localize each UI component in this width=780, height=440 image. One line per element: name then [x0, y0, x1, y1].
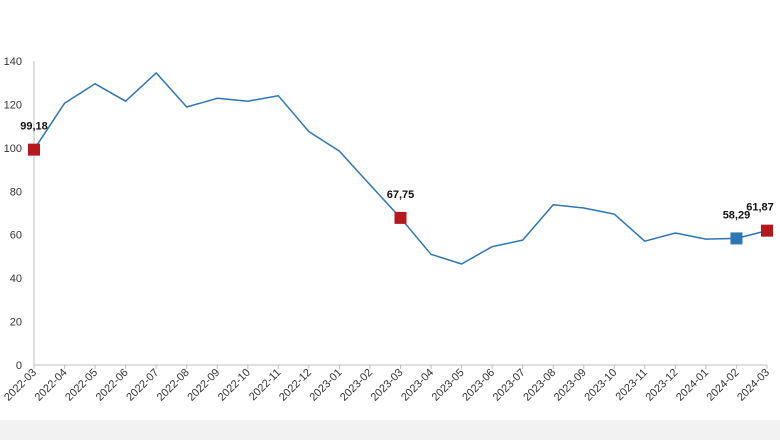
y-tick-label: 20 [10, 317, 22, 329]
x-tick-label: 2024-03 [735, 367, 772, 404]
x-tick-label: 2022-06 [94, 367, 131, 404]
y-tick-label: 120 [4, 99, 22, 111]
x-tick-label: 2023-03 [369, 367, 406, 404]
series-line [33, 72, 768, 265]
x-tick-label: 2023-12 [643, 367, 680, 404]
data-label: 58,29 [723, 209, 751, 221]
data-point-marker [394, 211, 407, 224]
y-tick-label: 40 [10, 273, 22, 285]
x-tick-label: 2023-09 [552, 367, 589, 404]
x-tick-label: 2023-05 [430, 367, 467, 404]
x-tick-label: 2023-06 [460, 367, 497, 404]
x-tick-label: 2023-11 [613, 367, 649, 403]
data-point-marker [730, 232, 743, 245]
data-label: 67,75 [387, 189, 415, 201]
data-point-marker [28, 143, 40, 156]
y-tick-label: 60 [10, 230, 22, 242]
x-axis: 2022-032022-042022-052022-062022-072022-… [2, 364, 772, 404]
x-tick-label: 2022-11 [247, 367, 283, 403]
x-tick-label: 2023-01 [308, 367, 345, 404]
x-tick-label: 2022-10 [216, 367, 253, 404]
footer-band [0, 420, 780, 440]
y-tick-label: 0 [16, 360, 22, 372]
x-tick-label: 2023-02 [338, 367, 375, 404]
x-tick-label: 2023-10 [582, 367, 619, 404]
x-tick-label: 2023-04 [399, 367, 436, 404]
x-tick-label: 2022-03 [2, 367, 39, 404]
y-tick-label: 100 [4, 143, 22, 155]
x-tick-label: 2022-12 [277, 367, 314, 404]
x-tick-label: 2023-08 [521, 367, 558, 404]
y-tick-label: 140 [4, 56, 22, 68]
x-tick-label: 2022-07 [124, 367, 161, 404]
x-tick-label: 2022-05 [63, 367, 100, 404]
y-axis: 0 20 40 60 80 100 120 140 [4, 56, 35, 372]
series-layer [33, 72, 768, 265]
y-tick-label: 80 [10, 186, 22, 198]
x-tick-label: 2024-02 [705, 367, 742, 404]
x-tick-label: 2023-07 [491, 367, 528, 404]
x-tick-label: 2022-09 [185, 367, 222, 404]
x-tick-label: 2024-01 [674, 367, 711, 404]
x-tick-label: 2022-08 [155, 367, 192, 404]
x-tick-label: 2022-04 [33, 367, 70, 404]
data-label: 61,87 [746, 202, 774, 214]
data-label: 99,18 [20, 121, 48, 133]
data-point-marker [761, 224, 773, 237]
